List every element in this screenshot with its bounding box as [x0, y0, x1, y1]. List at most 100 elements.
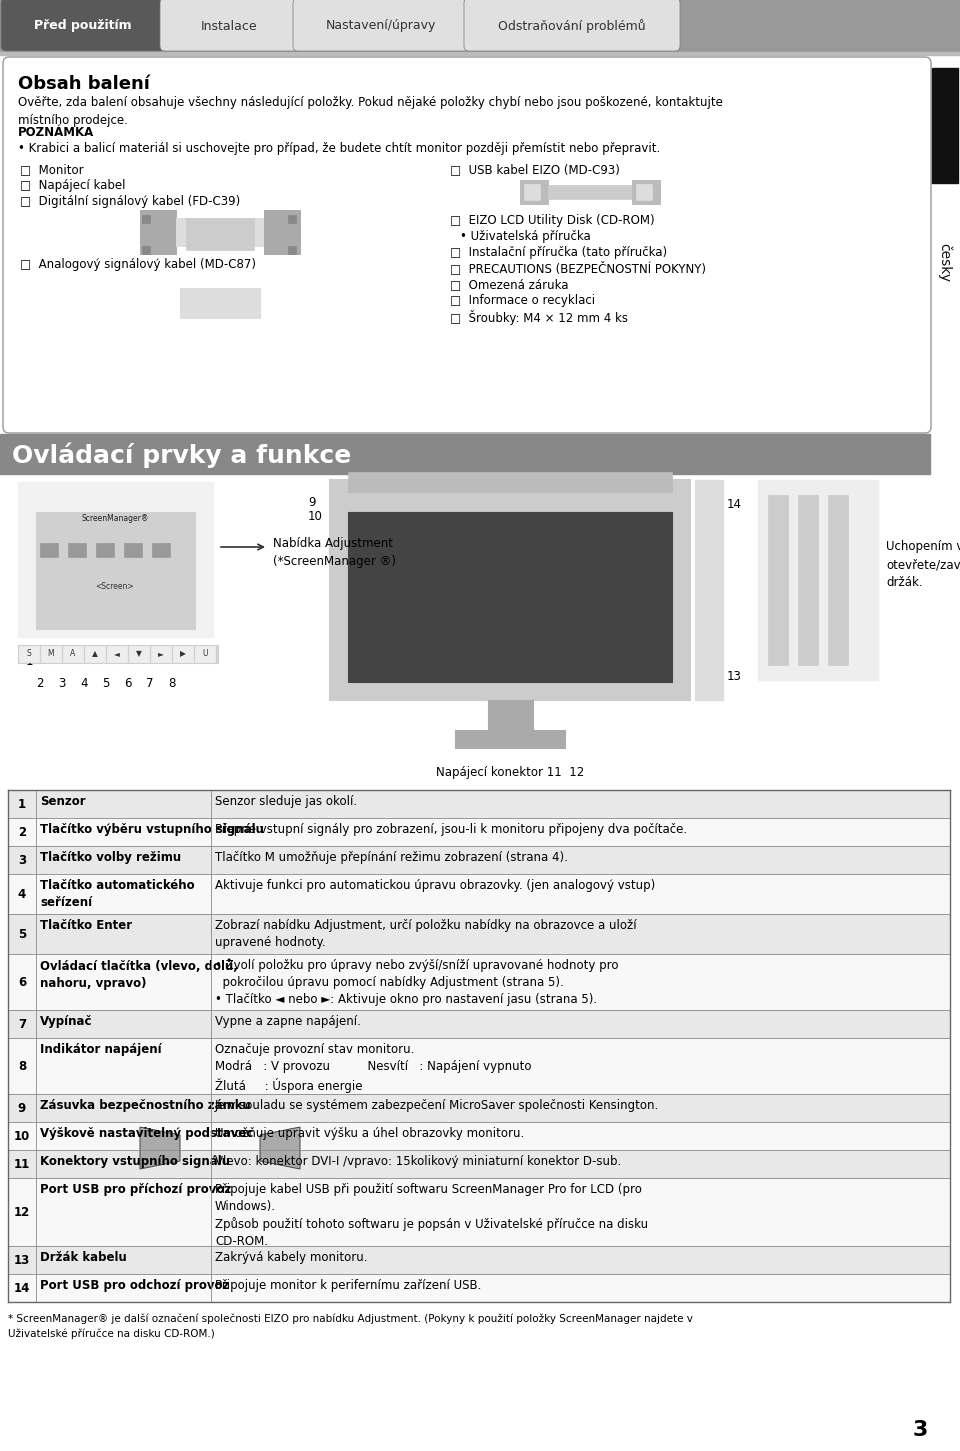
Text: • Uživatelská příručka: • Uživatelská příručka	[460, 231, 590, 242]
Text: Nastavení/úpravy: Nastavení/úpravy	[325, 19, 436, 32]
Text: □  USB kabel EIZO (MD-C93): □ USB kabel EIZO (MD-C93)	[450, 163, 620, 176]
Text: Senzor: Senzor	[40, 795, 85, 808]
Text: 8: 8	[168, 678, 176, 691]
Text: □  Digitální signálový kabel (FD-C39): □ Digitální signálový kabel (FD-C39)	[20, 194, 240, 207]
FancyBboxPatch shape	[464, 0, 680, 51]
Text: Napájecí konektor 11  12: Napájecí konektor 11 12	[436, 766, 584, 779]
Text: □  Šroubky: M4 × 12 mm 4 ks: □ Šroubky: M4 × 12 mm 4 ks	[450, 311, 628, 325]
Text: Připojuje kabel USB při použití softwaru ScreenManager Pro for LCD (pro
Windows): Připojuje kabel USB při použití softwaru…	[215, 1183, 648, 1248]
Text: 8: 8	[18, 1059, 26, 1072]
Bar	[636, 184, 652, 200]
Text: 13: 13	[727, 670, 742, 683]
Text: □  Informace o recyklaci: □ Informace o recyklaci	[450, 295, 595, 308]
Bar	[18, 482, 213, 637]
Bar	[8, 789, 950, 818]
Text: Nabídka Adjustment
(*ScreenManager ®): Nabídka Adjustment (*ScreenManager ®)	[273, 537, 396, 567]
Bar	[142, 247, 150, 254]
Text: Tlačítko M umožňuje přepínání režimu zobrazení (strana 4).: Tlačítko M umožňuje přepínání režimu zob…	[215, 850, 568, 863]
Bar	[8, 1178, 950, 1246]
Text: □  EIZO LCD Utility Disk (CD-ROM): □ EIZO LCD Utility Disk (CD-ROM)	[450, 213, 655, 226]
Text: 14: 14	[727, 498, 742, 511]
Text: Senzor sleduje jas okolí.: Senzor sleduje jas okolí.	[215, 795, 357, 808]
Bar	[8, 914, 950, 953]
Text: 4: 4	[81, 678, 87, 691]
Text: 14: 14	[13, 1281, 30, 1294]
Polygon shape	[260, 1127, 300, 1170]
Text: ▼: ▼	[136, 650, 142, 659]
Text: Vypne a zapne napájení.: Vypne a zapne napájení.	[215, 1016, 361, 1027]
Text: 10: 10	[13, 1129, 30, 1142]
Bar	[40, 543, 58, 557]
Text: Je v souladu se systémem zabezpečení MicroSaver společnosti Kensington.: Je v souladu se systémem zabezpečení Mic…	[215, 1098, 660, 1111]
Text: S: S	[27, 650, 32, 659]
Text: česky: česky	[938, 244, 952, 283]
Bar	[8, 1246, 950, 1274]
Text: Vlevo: konektor DVI-I /vpravo: 15kolikový miniaturní konektor D-sub.: Vlevo: konektor DVI-I /vpravo: 15kolikov…	[215, 1155, 621, 1168]
Bar	[129, 646, 149, 662]
Text: □  Monitor: □ Monitor	[20, 163, 84, 176]
Bar	[8, 1151, 950, 1178]
Bar	[151, 646, 171, 662]
Text: 9: 9	[18, 1101, 26, 1114]
Bar	[524, 184, 540, 200]
Text: ▶: ▶	[180, 650, 186, 659]
Bar	[264, 210, 300, 254]
Text: M: M	[48, 650, 55, 659]
Text: 7: 7	[146, 678, 154, 691]
Bar	[828, 495, 848, 665]
Text: U: U	[203, 650, 207, 659]
Bar	[96, 543, 114, 557]
Text: Přepne vstupní signály pro zobrazení, jsou-li k monitoru připojeny dva počítače.: Přepne vstupní signály pro zobrazení, js…	[215, 823, 687, 836]
Bar	[140, 210, 176, 254]
Text: 5: 5	[18, 927, 26, 940]
Text: Instalace: Instalace	[201, 19, 257, 32]
Text: Port USB pro příchozí provoz: Port USB pro příchozí provoz	[40, 1183, 231, 1196]
Text: Tlačítko automatického
seřízení: Tlačítko automatického seřízení	[40, 879, 195, 908]
Text: Označuje provozní stav monitoru.
Modrá   : V provozu          Nesvítí   : Napáje: Označuje provozní stav monitoru. Modrá :…	[215, 1043, 532, 1093]
Bar	[798, 495, 818, 665]
Text: Odstraňování problémů: Odstraňování problémů	[498, 19, 646, 33]
Text: Připojuje monitor k perifernímu zařízení USB.: Připojuje monitor k perifernímu zařízení…	[215, 1278, 481, 1291]
Text: Výškově nastavitelný podstavec: Výškově nastavitelný podstavec	[40, 1127, 253, 1140]
Text: Zásuvka bezpečnostního zámku: Zásuvka bezpečnostního zámku	[40, 1098, 251, 1111]
Text: Konektory vstupního signálu: Konektory vstupního signálu	[40, 1155, 230, 1168]
Text: POZNÁMKA: POZNÁMKA	[18, 126, 94, 139]
Text: 6: 6	[18, 975, 26, 988]
Text: 9: 9	[308, 495, 316, 508]
Text: ►: ►	[158, 650, 164, 659]
Bar	[768, 495, 788, 665]
Text: 11: 11	[13, 1158, 30, 1171]
Bar	[520, 180, 548, 205]
Text: 2: 2	[18, 826, 26, 839]
Bar	[8, 1122, 950, 1151]
Bar	[186, 218, 254, 250]
Text: ◄: ◄	[114, 650, 120, 659]
Text: Ovládací tlačítka (vlevo, dolů,
nahoru, vpravo): Ovládací tlačítka (vlevo, dolů, nahoru, …	[40, 959, 238, 990]
Bar	[348, 472, 672, 492]
Text: □  Analogový signálový kabel (MD-C87): □ Analogový signálový kabel (MD-C87)	[20, 258, 256, 271]
Text: □  PRECAUTIONS (BEZPEČNOSTNÍ POKYNY): □ PRECAUTIONS (BEZPEČNOSTNÍ POKYNY)	[450, 263, 706, 276]
Text: □  Omezená záruka: □ Omezená záruka	[450, 279, 568, 292]
Bar	[107, 646, 127, 662]
Bar	[330, 480, 690, 699]
Bar	[195, 646, 215, 662]
Bar	[173, 646, 193, 662]
Text: <Screen>: <Screen>	[96, 582, 134, 591]
Text: Obsah balení: Obsah balení	[18, 75, 150, 93]
Bar	[18, 646, 218, 663]
Text: 12: 12	[13, 1206, 30, 1219]
Bar	[152, 543, 170, 557]
Bar	[632, 180, 660, 205]
Text: Před použitím: Před použitím	[35, 19, 132, 32]
Bar	[8, 1094, 950, 1122]
Bar	[85, 646, 105, 662]
Bar	[695, 480, 723, 699]
Text: Ovládací prvky a funkce: Ovládací prvky a funkce	[12, 443, 351, 467]
Bar	[8, 1010, 950, 1037]
Text: 7: 7	[18, 1017, 26, 1030]
Text: 3: 3	[18, 853, 26, 866]
Text: Port USB pro odchozí provoz: Port USB pro odchozí provoz	[40, 1278, 229, 1291]
Text: * ScreenManager® je další označení společnosti EIZO pro nabídku Adjustment. (Pok: * ScreenManager® je další označení spole…	[8, 1315, 693, 1339]
Text: 3: 3	[59, 678, 65, 691]
Bar	[8, 1274, 950, 1302]
